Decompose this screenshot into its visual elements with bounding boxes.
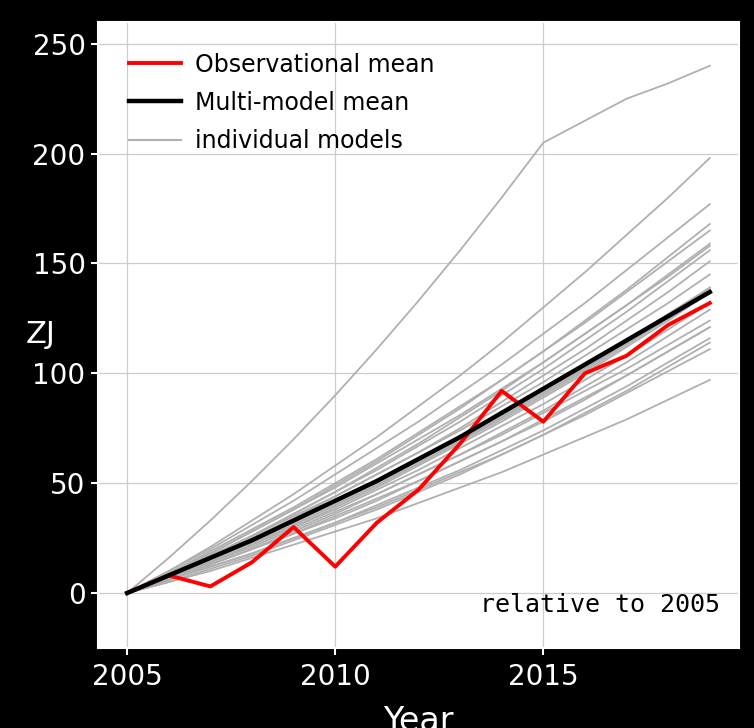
Observational mean — [331, 562, 340, 571]
Multi-model mean — [289, 516, 298, 525]
Multi-model mean — [123, 589, 132, 598]
Text: relative to 2005: relative to 2005 — [480, 593, 719, 617]
Multi-model mean — [664, 312, 673, 320]
Observational mean — [414, 486, 423, 494]
Y-axis label: ZJ: ZJ — [26, 320, 55, 349]
Multi-model mean — [705, 288, 714, 296]
Observational mean — [289, 523, 298, 531]
Observational mean — [581, 369, 590, 378]
Legend: Observational mean, Multi-model mean, individual models: Observational mean, Multi-model mean, in… — [110, 33, 453, 172]
Multi-model mean — [331, 496, 340, 505]
Observational mean — [497, 387, 506, 395]
Multi-model mean — [206, 553, 215, 562]
Observational mean — [206, 582, 215, 591]
Observational mean — [372, 518, 382, 527]
Observational mean — [622, 352, 631, 360]
Observational mean — [164, 571, 173, 579]
Multi-model mean — [539, 384, 548, 393]
Multi-model mean — [372, 477, 382, 486]
Observational mean — [664, 320, 673, 329]
Observational mean — [455, 439, 464, 448]
Line: Observational mean: Observational mean — [127, 303, 710, 593]
Multi-model mean — [497, 408, 506, 417]
Multi-model mean — [622, 336, 631, 345]
Multi-model mean — [455, 432, 464, 441]
Multi-model mean — [414, 454, 423, 463]
Multi-model mean — [164, 571, 173, 579]
Observational mean — [705, 298, 714, 307]
Line: Multi-model mean: Multi-model mean — [127, 292, 710, 593]
Observational mean — [123, 589, 132, 598]
Multi-model mean — [247, 536, 256, 545]
Multi-model mean — [581, 360, 590, 369]
X-axis label: Year: Year — [383, 705, 454, 728]
Observational mean — [247, 558, 256, 566]
Observational mean — [539, 417, 548, 426]
